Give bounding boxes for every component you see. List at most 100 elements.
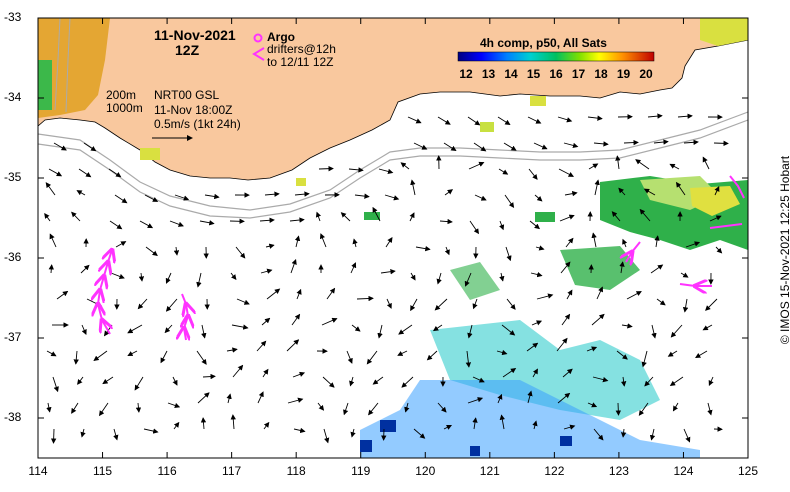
legend-argo-label: Argo [267,30,295,44]
current-vector [348,167,364,173]
current-vector [261,317,271,326]
lon-tick-label: 117 [222,464,242,478]
isobath-1000m [37,119,749,219]
current-vector [644,376,654,387]
colorbar-tick-label: 16 [549,67,563,81]
argo-symbol [253,33,263,43]
current-vector [372,376,384,385]
current-vector [650,264,664,274]
current-vector [291,313,301,326]
colorbar-tick-label: 18 [594,67,608,81]
lon-tick-label: 114 [28,464,48,478]
current-vector [467,116,481,126]
colorbar-tick-label: 14 [504,67,518,81]
current-vector [169,220,184,227]
current-vector [654,235,660,248]
current-vector [318,165,334,172]
current-arrows [44,113,729,444]
current-vector [444,189,454,196]
sst-patch-west-green [38,60,52,110]
current-vector [114,194,128,204]
current-vector [196,350,207,365]
current-vector [296,288,302,300]
current-vector [468,161,485,170]
current-vector [566,289,573,300]
current-vector [620,428,627,438]
current-vector [594,179,600,196]
current-vector [321,317,338,326]
colorbar-title: 4h comp, p50, All Sats [480,36,607,50]
current-vector [669,376,684,387]
current-vector [77,376,84,385]
current-vector [289,217,305,223]
current-vector [443,142,457,151]
current-vector [506,298,516,310]
current-vector [73,350,79,365]
current-vector [160,350,168,364]
current-vector [294,191,310,197]
current-vector [635,159,650,170]
current-vector [532,368,538,378]
current-vector [615,402,622,416]
current-vector [398,324,413,335]
current-vector [372,206,381,222]
current-vector [226,393,232,404]
current-vector [366,350,378,365]
drifter-legend-icon [252,47,265,61]
current-vector [346,350,353,364]
current-vector [643,188,656,196]
current-vector [532,420,538,430]
legend-drifters-to: to 12/11 12Z [267,55,334,69]
lon-tick-label: 115 [92,464,113,478]
current-vector [560,261,571,274]
current-vector [656,298,666,306]
current-vector [52,376,59,393]
current-vector [137,298,148,310]
current-vector [323,428,330,444]
isobath-200-label: 200m [106,88,137,102]
current-vector [165,272,172,284]
current-vector [715,246,723,254]
current-vector [702,156,710,170]
current-vector [80,264,90,274]
current-vector [413,142,428,150]
current-vector [473,142,487,152]
current-vector [201,324,207,339]
current-vector [196,272,202,288]
current-vector [565,237,574,248]
current-vector [709,215,722,222]
current-vector [164,324,173,334]
isobath-1000-label: 1000m [106,101,143,115]
current-vector [432,324,443,332]
current-vector [501,324,516,336]
current-vector [71,402,79,414]
current-vector [559,214,575,222]
isobath-200m [37,111,749,211]
current-vector [76,190,86,196]
lat-tick-label: -34 [4,90,22,104]
current-vector [504,194,515,209]
map-time: 12Z [175,42,200,58]
current-vector [287,397,304,404]
current-vector [409,212,415,222]
lat-tick-label: -38 [4,410,22,424]
current-vector [713,140,729,147]
current-vector [556,337,568,352]
current-vector [290,258,297,274]
current-vector [226,347,238,353]
current-vector [46,402,52,413]
current-vector [113,428,119,441]
lat-tick-label: -35 [4,170,22,184]
current-vector [587,115,603,121]
current-vector [293,427,306,434]
current-vector [672,402,679,412]
current-vector [588,163,599,170]
current-vector [144,194,159,202]
current-vector [467,324,473,339]
lon-tick-label: 120 [415,464,436,478]
colorbar-tick-label: 15 [526,67,541,81]
current-vector [197,392,210,404]
lon-tick-label: 121 [479,464,500,478]
current-vector [343,402,349,416]
product-label: NRT00 GSL [154,88,220,102]
